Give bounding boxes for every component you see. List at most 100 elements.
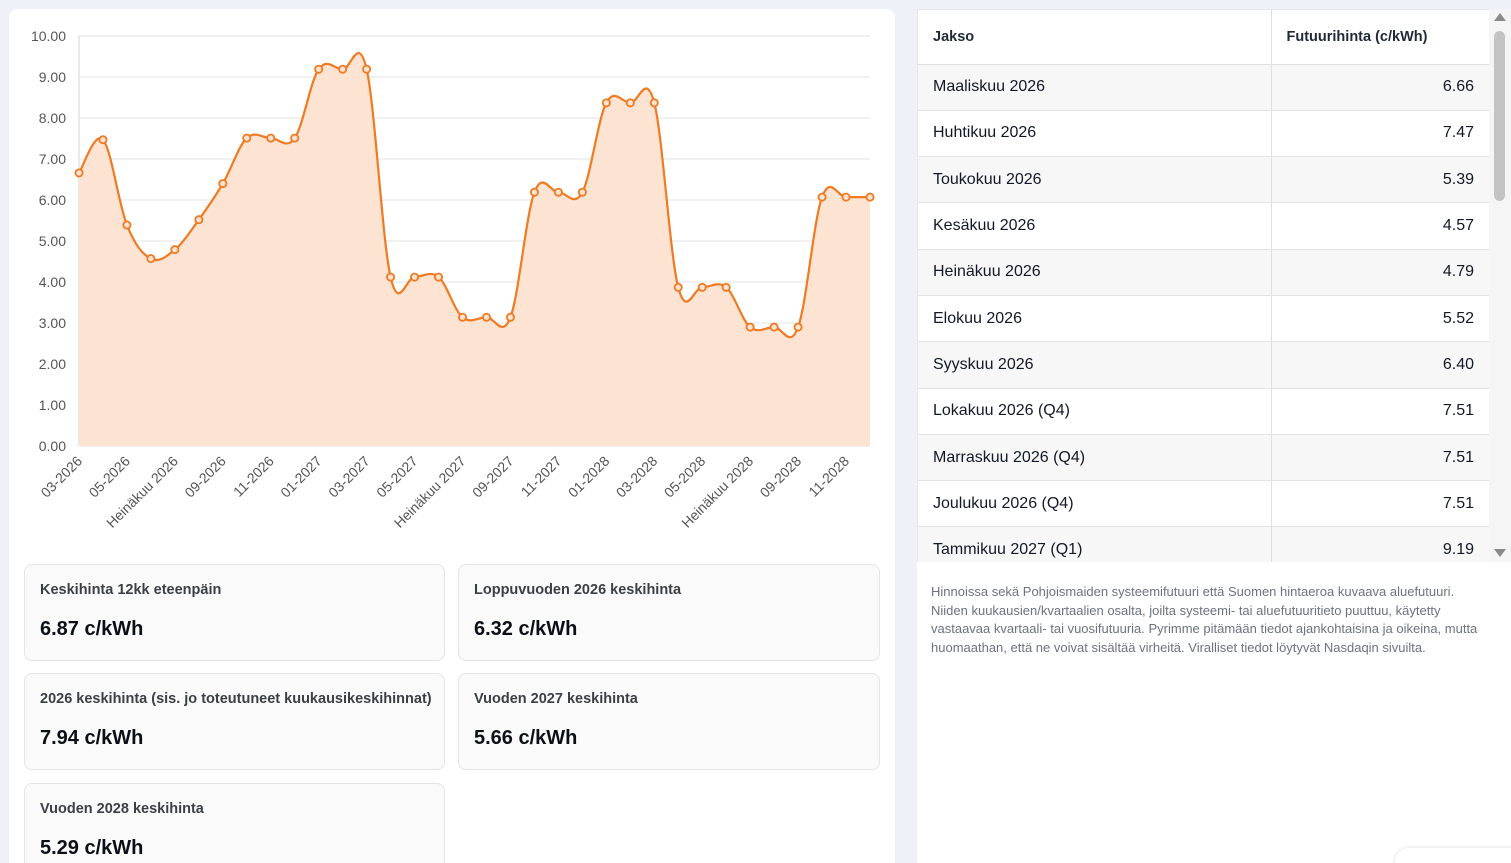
data-point bbox=[74, 168, 84, 178]
cell-period: Joulukuu 2026 (Q4) bbox=[918, 480, 1271, 528]
x-tick-label: 03-2026 bbox=[37, 453, 85, 501]
x-tick-label: 09-2026 bbox=[181, 453, 229, 501]
table-row: Lokakuu 2026 (Q4) 7.51 bbox=[918, 388, 1489, 435]
table-row: Joulukuu 2026 (Q4) 7.51 bbox=[918, 480, 1489, 528]
data-point bbox=[290, 133, 300, 143]
data-point bbox=[505, 312, 515, 322]
chart-points bbox=[74, 64, 875, 332]
x-tick-label: 05-2028 bbox=[661, 453, 709, 501]
data-point bbox=[601, 98, 611, 108]
chart-area bbox=[78, 52, 870, 447]
scrollbar-thumb[interactable] bbox=[1494, 31, 1505, 201]
stat-value: 7.94 c/kWh bbox=[40, 727, 144, 749]
x-tick-label: 09-2027 bbox=[469, 453, 517, 501]
cell-price: 5.39 bbox=[1270, 156, 1489, 204]
table-row: Elokuu 2026 5.52 bbox=[918, 295, 1489, 343]
cell-price: 7.51 bbox=[1270, 434, 1489, 482]
data-point bbox=[841, 192, 851, 202]
x-tick-label: 05-2026 bbox=[85, 453, 133, 501]
x-tick-label: 03-2028 bbox=[613, 453, 661, 501]
data-point bbox=[577, 187, 587, 197]
data-point bbox=[170, 245, 180, 255]
table-row: Tammikuu 2027 (Q1) 9.19 bbox=[918, 526, 1489, 562]
stat-label: Keskihinta 12kk eteenpäin bbox=[40, 582, 222, 598]
y-tick-label: 1.00 bbox=[39, 397, 66, 413]
stat-value: 6.87 c/kWh bbox=[40, 618, 144, 640]
y-tick-label: 4.00 bbox=[39, 274, 66, 290]
disclaimer-note: Hinnoissa sekä Pohjoismaiden systeemifut… bbox=[931, 584, 1478, 655]
data-point bbox=[266, 133, 276, 143]
column-header-period[interactable]: Jakso bbox=[918, 10, 1271, 65]
cell-price: 6.40 bbox=[1270, 341, 1489, 389]
stat-card-2027-average: Vuoden 2027 keskihinta 5.66 c/kWh bbox=[458, 673, 880, 770]
data-point bbox=[434, 272, 444, 282]
x-tick-label: 05-2027 bbox=[373, 453, 421, 501]
table-row: Maaliskuu 2026 6.66 bbox=[918, 64, 1489, 111]
stat-label: Vuoden 2028 keskihinta bbox=[40, 801, 204, 817]
stat-card-2028-average: Vuoden 2028 keskihinta 5.29 c/kWh bbox=[24, 783, 445, 863]
x-tick-label: 01-2027 bbox=[277, 453, 325, 501]
y-tick-label: 3.00 bbox=[39, 315, 66, 331]
y-tick-label: 2.00 bbox=[39, 356, 66, 372]
table-row: Toukokuu 2026 5.39 bbox=[918, 156, 1489, 204]
cell-period: Syyskuu 2026 bbox=[918, 341, 1271, 389]
cell-period: Huhtikuu 2026 bbox=[918, 110, 1271, 158]
x-tick-label: 09-2028 bbox=[757, 453, 805, 501]
data-point bbox=[338, 64, 348, 74]
x-tick-label: 11-2026 bbox=[230, 453, 277, 500]
stat-card-2026-average: 2026 keskihinta (sis. jo toteutuneet kuu… bbox=[24, 673, 445, 770]
x-tick-label: 03-2027 bbox=[325, 453, 373, 501]
table-scrollbar[interactable] bbox=[1489, 9, 1511, 562]
stat-card-rest-of-2026-average: Loppuvuoden 2026 keskihinta 6.32 c/kWh bbox=[458, 564, 880, 661]
table-row: Heinäkuu 2026 4.79 bbox=[918, 249, 1489, 296]
data-point bbox=[194, 215, 204, 225]
stat-label: Loppuvuoden 2026 keskihinta bbox=[474, 582, 682, 598]
cell-period: Maaliskuu 2026 bbox=[918, 64, 1271, 111]
cell-period: Toukokuu 2026 bbox=[918, 156, 1271, 204]
cell-period: Elokuu 2026 bbox=[918, 295, 1271, 343]
column-header-price[interactable]: Futuurihinta (c/kWh) bbox=[1270, 10, 1489, 65]
data-point bbox=[625, 98, 635, 108]
cell-price: 7.51 bbox=[1270, 480, 1489, 528]
chart-panel: 0.00 1.00 2.00 3.00 4.00 5.00 6.00 7.00 8.00 9.00… bbox=[9, 9, 895, 863]
table-body: Maaliskuu 2026 6.66 Huhtikuu 2026 7.47 Touko… bbox=[918, 64, 1489, 562]
table-header-row: Jakso Futuurihinta (c/kWh) bbox=[918, 10, 1489, 65]
cell-price: 5.52 bbox=[1270, 295, 1489, 343]
data-point bbox=[481, 312, 491, 322]
y-tick-label: 0.00 bbox=[39, 438, 66, 454]
y-tick-label: 7.00 bbox=[39, 151, 66, 167]
data-point bbox=[146, 254, 156, 264]
cell-period: Heinäkuu 2026 bbox=[918, 249, 1271, 296]
data-point bbox=[697, 282, 707, 292]
stat-label: 2026 keskihinta (sis. jo toteutuneet kuu… bbox=[40, 691, 432, 707]
cell-period: Kesäkuu 2026 bbox=[918, 202, 1271, 250]
y-tick-label: 6.00 bbox=[39, 192, 66, 208]
data-point bbox=[649, 98, 659, 108]
table-row: Syyskuu 2026 6.40 bbox=[918, 341, 1489, 389]
data-point bbox=[769, 322, 779, 332]
data-point bbox=[314, 64, 324, 74]
data-point bbox=[410, 272, 420, 282]
data-point bbox=[98, 135, 108, 145]
cell-period: Lokakuu 2026 (Q4) bbox=[918, 388, 1271, 435]
y-tick-label: 9.00 bbox=[39, 69, 66, 85]
x-tick-label: 01-2028 bbox=[565, 453, 613, 501]
data-point bbox=[529, 187, 539, 197]
cell-price: 9.19 bbox=[1270, 526, 1489, 562]
cell-period: Tammikuu 2027 (Q1) bbox=[918, 526, 1271, 562]
stat-value: 5.29 c/kWh bbox=[40, 837, 144, 859]
futures-price-chart: 0.00 1.00 2.00 3.00 4.00 5.00 6.00 7.00 8.00 9.00… bbox=[31, 28, 875, 531]
cell-price: 4.79 bbox=[1270, 249, 1489, 296]
data-point bbox=[218, 179, 228, 189]
data-point bbox=[242, 133, 252, 143]
data-point bbox=[673, 282, 683, 292]
data-point bbox=[122, 220, 132, 230]
scroll-up-arrow-icon[interactable] bbox=[1494, 13, 1506, 21]
cell-period: Marraskuu 2026 (Q4) bbox=[918, 434, 1271, 482]
y-tick-label: 8.00 bbox=[39, 110, 66, 126]
scroll-down-arrow-icon[interactable] bbox=[1494, 549, 1506, 557]
floating-widget[interactable] bbox=[1395, 848, 1511, 863]
cell-price: 4.57 bbox=[1270, 202, 1489, 250]
futures-table-scroll-area[interactable]: Jakso Futuurihinta (c/kWh) Maaliskuu 202… bbox=[917, 9, 1489, 562]
data-point bbox=[721, 282, 731, 292]
